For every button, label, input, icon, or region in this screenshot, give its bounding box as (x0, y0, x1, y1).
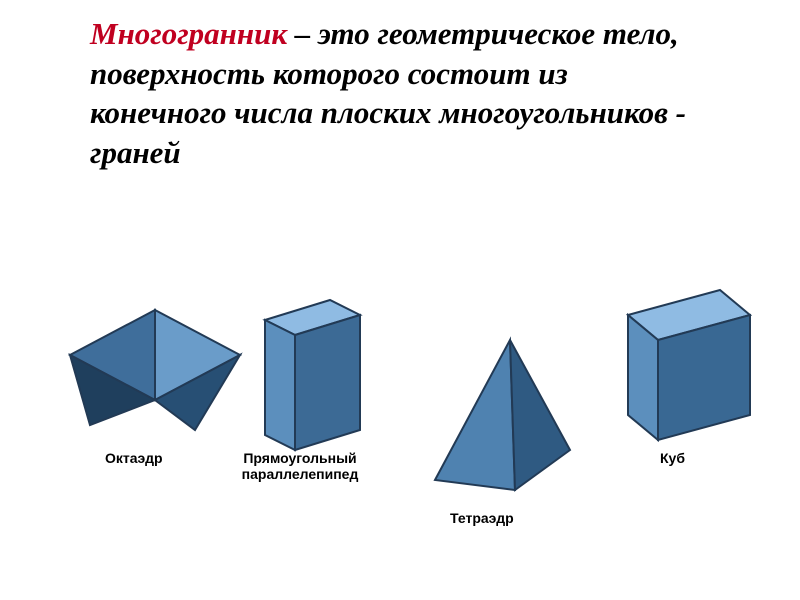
definition-text: Многогранник – это геометрическое тело, … (90, 14, 710, 173)
cube-shape (580, 280, 760, 450)
definition-term: Многогранник (90, 16, 287, 51)
cuboid-shape (245, 290, 375, 460)
octahedron-label: Октаэдр (105, 450, 163, 466)
cuboid-label: Прямоугольный параллелепипед (225, 450, 375, 482)
octahedron-shape (60, 300, 250, 440)
tetrahedron-shape (400, 330, 580, 510)
cube-label: Куб (660, 450, 685, 466)
tetrahedron-label: Тетраэдр (450, 510, 514, 526)
